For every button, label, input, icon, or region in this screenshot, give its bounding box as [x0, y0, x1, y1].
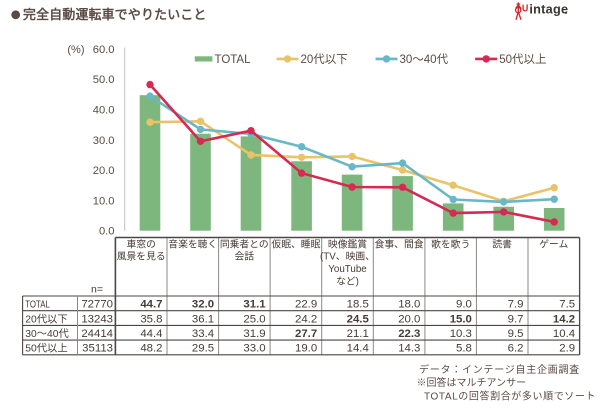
svg-text:6.2: 6.2	[508, 343, 524, 355]
svg-text:30〜40代: 30〜40代	[25, 328, 69, 340]
svg-text:20代以下: 20代以下	[301, 53, 348, 66]
svg-text:35113: 35113	[82, 343, 113, 355]
svg-text:48.2: 48.2	[140, 343, 162, 355]
svg-text:44.4: 44.4	[140, 328, 162, 340]
svg-text:40.0: 40.0	[93, 104, 115, 116]
svg-text:13243: 13243	[81, 313, 113, 325]
svg-text:50.0: 50.0	[93, 74, 115, 86]
svg-text:31.9: 31.9	[243, 328, 265, 340]
svg-text:10.0: 10.0	[93, 195, 115, 207]
svg-text:24.2: 24.2	[295, 313, 317, 325]
svg-text:7.5: 7.5	[559, 299, 575, 311]
svg-text:intage: intage	[529, 3, 568, 17]
svg-text:車窓の: 車窓の	[127, 237, 156, 250]
svg-text:会話: 会話	[235, 250, 255, 263]
svg-text:TOTALの回答割合が多い順でソート: TOTALの回答割合が多い順でソート	[424, 390, 596, 403]
svg-text:22.3: 22.3	[398, 328, 420, 340]
svg-text:20.0: 20.0	[398, 313, 420, 325]
svg-text:60.0: 60.0	[93, 44, 115, 56]
svg-text:YouTube: YouTube	[328, 264, 367, 275]
svg-text:2.9: 2.9	[559, 343, 575, 355]
svg-text:29.5: 29.5	[192, 343, 214, 355]
svg-text:9.5: 9.5	[508, 328, 524, 340]
svg-text:読書: 読書	[492, 237, 512, 250]
svg-text:10.3: 10.3	[450, 328, 472, 340]
svg-text:36.1: 36.1	[192, 313, 214, 325]
svg-text:14.3: 14.3	[398, 343, 420, 355]
svg-text:35.8: 35.8	[140, 313, 162, 325]
svg-text:20.0: 20.0	[93, 165, 115, 177]
svg-text:食事、間食: 食事、間食	[375, 237, 424, 250]
svg-text:データ：インテージ自主企画調査: データ：インテージ自主企画調査	[419, 363, 580, 376]
svg-text:(TV、映画、: (TV、映画、	[320, 251, 375, 263]
svg-text:0.0: 0.0	[99, 226, 115, 238]
svg-text:33.0: 33.0	[243, 343, 265, 355]
svg-text:など): など)	[336, 276, 359, 288]
svg-text:風景を見る: 風景を見る	[117, 251, 166, 263]
svg-text:30〜40代: 30〜40代	[400, 53, 449, 66]
svg-text:9.7: 9.7	[508, 313, 524, 325]
svg-text:映像鑑賞: 映像鑑賞	[328, 237, 367, 250]
svg-text:22.9: 22.9	[295, 299, 317, 311]
svg-text:14.4: 14.4	[347, 343, 369, 355]
svg-text:18.5: 18.5	[347, 299, 369, 311]
svg-text:音楽を聴く: 音楽を聴く	[168, 237, 217, 250]
svg-text:18.0: 18.0	[398, 299, 420, 311]
svg-text:24414: 24414	[81, 328, 113, 340]
svg-text:27.7: 27.7	[295, 328, 317, 340]
svg-text:仮眠、睡眠: 仮眠、睡眠	[271, 237, 320, 250]
svg-text:10.4: 10.4	[553, 328, 575, 340]
svg-text:15.0: 15.0	[450, 313, 472, 325]
svg-text:n=: n=	[91, 283, 103, 295]
svg-text:50代以上: 50代以上	[499, 53, 546, 66]
svg-text:5.8: 5.8	[456, 343, 472, 355]
svg-text:50代以上: 50代以上	[25, 343, 67, 355]
svg-text:7.9: 7.9	[508, 299, 524, 311]
svg-text:TOTAL: TOTAL	[215, 54, 252, 66]
svg-text:※回答はマルチアンサー: ※回答はマルチアンサー	[417, 376, 527, 389]
svg-text:9.0: 9.0	[456, 299, 472, 311]
svg-text:24.5: 24.5	[347, 313, 370, 325]
svg-text:32.0: 32.0	[192, 299, 214, 311]
svg-text:14.2: 14.2	[553, 313, 575, 325]
svg-text:完全自動運転車でやりたいこと: 完全自動運転車でやりたいこと	[22, 7, 207, 22]
svg-text:ゲーム: ゲーム	[539, 238, 568, 250]
svg-text:25.0: 25.0	[243, 313, 265, 325]
svg-text:20代以下: 20代以下	[25, 313, 67, 325]
svg-text:44.7: 44.7	[140, 299, 162, 311]
svg-text:TOTAL: TOTAL	[25, 300, 50, 311]
svg-text:同乗者との: 同乗者との	[220, 238, 269, 250]
svg-text:19.0: 19.0	[295, 343, 317, 355]
svg-text:30.0: 30.0	[93, 135, 115, 147]
svg-text:72770: 72770	[81, 299, 113, 311]
svg-text:31.1: 31.1	[243, 299, 266, 311]
svg-text:21.1: 21.1	[347, 328, 369, 340]
svg-text:歌を歌う: 歌を歌う	[431, 238, 470, 250]
svg-text:(%): (%)	[67, 44, 84, 56]
svg-text:33.4: 33.4	[192, 328, 214, 340]
